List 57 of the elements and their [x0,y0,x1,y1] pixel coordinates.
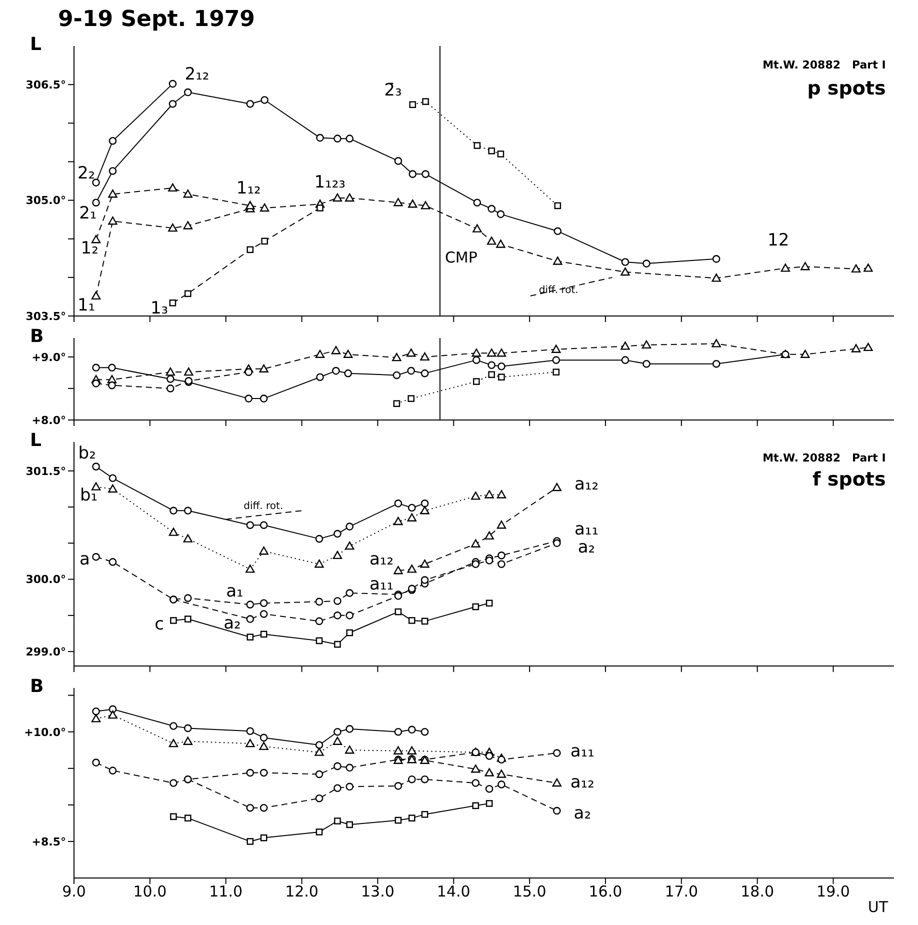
annotation: a₁₁ [574,520,599,540]
annotation: b₂ [78,444,96,464]
annotation: a₁ [226,582,244,602]
annotation: 2₂ [77,163,96,184]
y-axis-title: B [30,326,44,347]
x-tick-label: 10.0 [133,882,167,901]
y-tick-label: 299.0° [26,645,66,658]
annotation: a₁₁ [570,742,594,762]
y-axis-title: B [30,676,44,697]
annotation: a₁₁ [369,574,394,595]
y-axis-title: L [30,430,42,451]
annotation: 1₂ [80,238,98,258]
annotation: 12 [768,230,790,251]
annotation: a₂ [574,803,592,824]
x-axis-title: UT [868,898,889,916]
annotation: 2₁₂ [184,64,210,85]
x-tick-label: 16.0 [588,882,622,901]
x-tick-label: 9.0 [62,882,86,901]
x-tick-label: 14.0 [436,882,470,901]
ref-line-label: CMP [444,248,478,267]
y-tick-label: 305.0° [26,194,66,208]
annotation: a [79,550,90,570]
annotation: c [154,614,164,635]
annotation: a₁₂ [369,550,394,570]
annotation: 2̄₃ [384,80,402,100]
annotation: 2₁ [79,204,97,224]
annotation: 1₁₂ [236,178,261,198]
annotation: p spots [807,78,886,100]
y-tick-label: +9.0° [32,350,66,364]
annotation: a₂ [224,614,241,634]
y-tick-label: 301.5° [26,464,66,478]
annotation: a₁₂ [570,772,594,792]
x-tick-label: 15.0 [512,882,546,901]
chart-title: 9-19 Sept. 1979 [58,7,256,32]
annotation: 1₃ [150,298,168,318]
x-tick-label: 18.0 [740,882,774,901]
annotation: b₁ [80,486,98,506]
annotation: f spots [812,468,886,491]
y-tick-label: 300.0° [26,573,66,586]
x-tick-label: 11.0 [209,882,243,901]
x-tick-label: 17.0 [664,882,698,901]
annotation: a₂ [578,538,596,558]
y-tick-label: +8.5° [32,835,66,848]
annotation: 1₁₂₃ [314,172,346,192]
x-tick-label: 12.0 [285,882,318,901]
annotation: a₁₂ [574,474,599,495]
y-tick-label: 306.5° [26,78,66,92]
y-axis-title: L [30,34,42,55]
annotation: Mt.W. 20882 Part I [762,451,886,464]
y-tick-label: 303.5° [26,310,66,323]
y-tick-label: +10.0° [24,726,66,739]
annotation: 1₁ [77,296,96,316]
y-tick-label: +8.0° [32,414,66,427]
x-tick-label: 19.0 [816,882,850,901]
annotation: Mt.W. 20882 Part I [762,58,886,72]
annotation: diff. rot. [244,500,284,512]
x-tick-label: 13.0 [361,882,394,901]
